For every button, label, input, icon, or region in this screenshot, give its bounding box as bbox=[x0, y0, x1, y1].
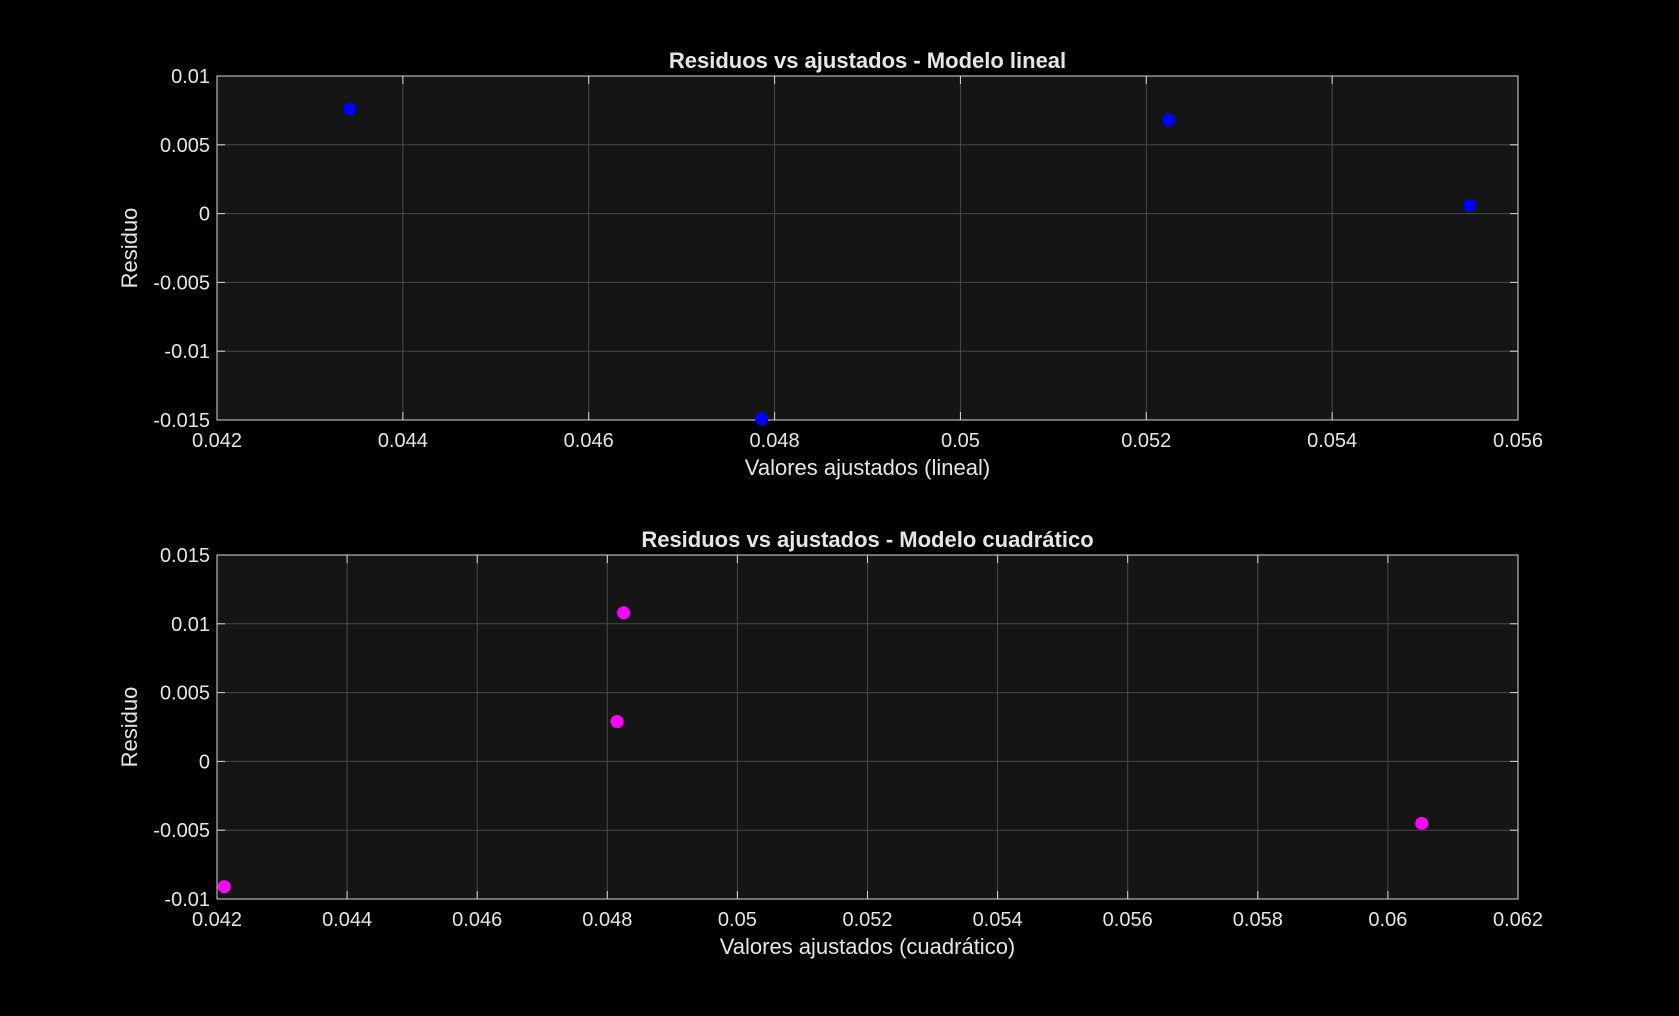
plot-area bbox=[217, 76, 1518, 420]
data-point bbox=[1463, 198, 1477, 212]
x-tick-label: 0.058 bbox=[1233, 909, 1283, 931]
x-tick-label: 0.054 bbox=[973, 909, 1023, 931]
x-tick-label: 0.052 bbox=[1121, 430, 1171, 452]
x-tick-label: 0.05 bbox=[718, 909, 757, 931]
x-tick-label: 0.046 bbox=[564, 430, 614, 452]
y-axis-label: Residuo bbox=[117, 687, 142, 768]
x-tick-label: 0.052 bbox=[842, 909, 892, 931]
x-tick-label: 0.054 bbox=[1307, 430, 1357, 452]
data-point bbox=[217, 880, 231, 894]
x-tick-label: 0.044 bbox=[378, 430, 428, 452]
data-point bbox=[343, 102, 357, 116]
data-point bbox=[610, 714, 624, 728]
x-tick-label: 0.042 bbox=[192, 430, 242, 452]
x-tick-label: 0.042 bbox=[192, 909, 242, 931]
x-tick-label: 0.046 bbox=[452, 909, 502, 931]
y-tick-label: 0 bbox=[199, 751, 210, 773]
y-tick-label: -0.01 bbox=[164, 341, 210, 363]
data-point bbox=[617, 606, 631, 620]
y-tick-label: 0 bbox=[199, 204, 210, 226]
y-tick-label: 0.015 bbox=[160, 545, 210, 567]
x-tick-label: 0.06 bbox=[1368, 909, 1407, 931]
x-tick-label: 0.062 bbox=[1493, 909, 1543, 931]
x-tick-label: 0.056 bbox=[1493, 430, 1543, 452]
data-point bbox=[755, 412, 769, 426]
x-tick-label: 0.044 bbox=[322, 909, 372, 931]
y-tick-label: -0.005 bbox=[153, 272, 210, 294]
x-tick-label: 0.048 bbox=[582, 909, 632, 931]
y-tick-label: 0.01 bbox=[171, 66, 210, 88]
x-tick-label: 0.048 bbox=[750, 430, 800, 452]
data-point bbox=[1415, 816, 1429, 830]
y-tick-label: -0.01 bbox=[164, 889, 210, 911]
y-axis-label: Residuo bbox=[117, 208, 142, 289]
subplot-1: 0.042 0.044 0.046 0.048 0.05 0.052 0.054 0.056 0… bbox=[117, 527, 1543, 959]
chart-title: Residuos vs ajustados - Modelo cuadrátic… bbox=[641, 527, 1093, 552]
y-tick-label: 0.005 bbox=[160, 135, 210, 157]
axes-border bbox=[216, 75, 1519, 421]
y-tick-label: -0.015 bbox=[153, 410, 210, 432]
y-tick-label: 0.005 bbox=[160, 683, 210, 705]
y-tick-label: -0.005 bbox=[153, 820, 210, 842]
chart-title: Residuos vs ajustados - Modelo lineal bbox=[669, 48, 1066, 73]
x-tick-label: 0.056 bbox=[1103, 909, 1153, 931]
subplot-0: 0.042 0.044 0.046 0.048 0.05 0.052 0.054 0.056 -… bbox=[117, 48, 1543, 480]
data-point bbox=[1162, 113, 1176, 127]
x-tick-label: 0.05 bbox=[941, 430, 980, 452]
x-axis-label: Valores ajustados (cuadrático) bbox=[720, 934, 1016, 959]
y-tick-label: 0.01 bbox=[171, 614, 210, 636]
x-axis-label: Valores ajustados (lineal) bbox=[745, 455, 990, 480]
